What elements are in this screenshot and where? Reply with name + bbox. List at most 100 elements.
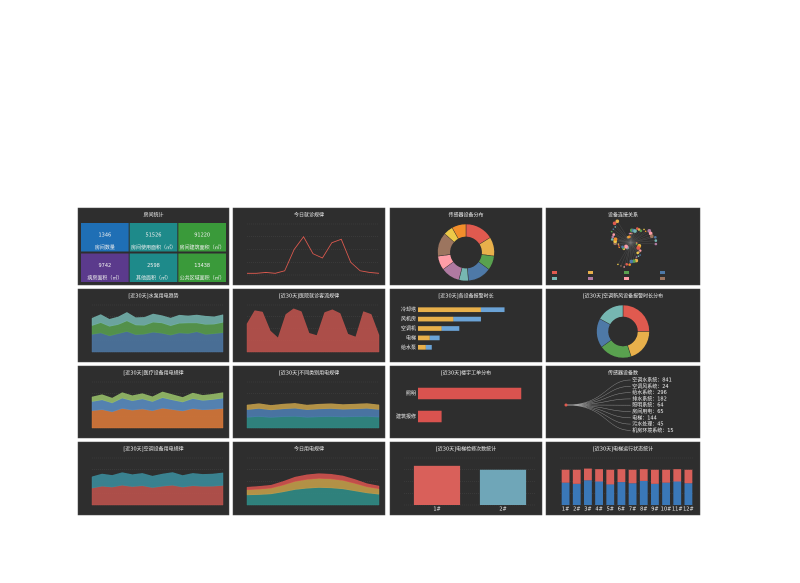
node: [637, 255, 640, 257]
stat-value: 13438: [194, 263, 210, 269]
stat-tile: [178, 253, 226, 282]
x-tick-label: 1#: [433, 507, 440, 513]
bar: [595, 481, 603, 505]
list-item: 给水系统：296: [632, 389, 667, 396]
node: [631, 232, 633, 235]
x-tick-label: 9#: [651, 507, 658, 513]
bar: [639, 469, 648, 481]
panel-title: [近30天]水泵用电趋势: [128, 293, 178, 300]
bar: [418, 387, 522, 400]
branch: [565, 398, 631, 406]
stat-label: 其他面积（㎡）: [136, 275, 171, 282]
list-item: 机房环境系统：15: [632, 427, 673, 434]
stat-value: 1346: [98, 232, 111, 238]
node: [620, 265, 622, 267]
stat-tile: [178, 223, 226, 252]
bar: [453, 316, 481, 322]
bar: [673, 481, 682, 505]
edge: [630, 231, 646, 243]
area: [91, 485, 224, 506]
stat-value: 2598: [147, 263, 160, 269]
bar: [673, 469, 682, 482]
bar: [418, 410, 442, 423]
panel-title: [近30天]不同类别用电规律: [279, 370, 339, 377]
edge: [614, 223, 631, 243]
panel-title: 今日用电规律: [294, 446, 324, 453]
x-tick-label: 5#: [607, 507, 614, 513]
edge: [611, 231, 631, 243]
bar: [639, 480, 648, 505]
edge: [630, 233, 633, 243]
panel-title: 今日就诊规律: [294, 212, 324, 219]
edge: [615, 239, 631, 243]
bar: [595, 469, 603, 482]
stat-label: 公共区域面积（㎡）: [180, 275, 225, 282]
stat-value: 91220: [194, 232, 210, 238]
bar: [684, 483, 693, 505]
area: [246, 416, 380, 429]
bar: [418, 316, 454, 322]
y-tick-label: 空调机: [401, 325, 416, 332]
node: [654, 239, 658, 242]
legend-swatch: [552, 271, 557, 274]
x-tick-label: 4#: [595, 507, 602, 513]
legend-swatch: [588, 271, 593, 274]
bar: [480, 307, 505, 313]
root-node: [564, 403, 568, 407]
area: [91, 472, 224, 489]
node: [613, 237, 618, 241]
edge: [617, 221, 631, 243]
stat-tile: [129, 223, 178, 252]
bar: [418, 335, 430, 341]
stat-tile: [81, 223, 129, 252]
edge: [630, 229, 640, 243]
x-tick-label: 6#: [618, 507, 625, 513]
bar: [651, 469, 659, 484]
edge: [618, 242, 631, 245]
area: [246, 403, 380, 411]
edge: [617, 242, 631, 265]
stat-label: 房间建筑面积（㎡）: [180, 244, 225, 251]
node: [612, 228, 615, 230]
edge: [630, 230, 636, 243]
line: [247, 236, 380, 274]
bar: [606, 469, 615, 485]
edge: [615, 241, 631, 243]
x-tick-label: 3#: [584, 507, 591, 513]
bar: [572, 483, 581, 505]
node: [628, 235, 631, 239]
edge: [618, 242, 631, 246]
stat-value: 51526: [146, 232, 162, 238]
stat-value: 9742: [98, 263, 111, 269]
bar: [651, 483, 659, 505]
bar: [584, 468, 592, 481]
node: [649, 234, 654, 239]
list-item: 照明系统：64: [632, 402, 663, 409]
edge: [630, 230, 650, 243]
node: [639, 229, 643, 233]
legend-swatch: [552, 277, 557, 280]
list-item: 电梯：144: [632, 414, 657, 421]
bar: [662, 482, 670, 505]
bar: [628, 483, 637, 505]
edge: [630, 242, 637, 245]
area: [246, 308, 380, 353]
panel: [389, 365, 543, 439]
node: [614, 226, 617, 228]
node: [644, 230, 647, 233]
edge: [630, 230, 632, 243]
edge: [630, 242, 634, 262]
edge: [629, 233, 631, 243]
x-tick-label: 11#: [672, 507, 683, 513]
node: [629, 259, 634, 264]
panel-title: [近30天]空调设备用电规律: [123, 446, 183, 453]
panel-title: 传感器设备分布: [448, 212, 483, 219]
x-tick-label: 7#: [629, 507, 636, 513]
node: [625, 262, 629, 266]
bar: [441, 326, 460, 331]
x-tick-label: 10#: [661, 507, 672, 513]
x-tick-label: 8#: [640, 507, 647, 513]
edge: [620, 242, 631, 266]
edge: [630, 240, 656, 243]
node: [635, 243, 638, 246]
